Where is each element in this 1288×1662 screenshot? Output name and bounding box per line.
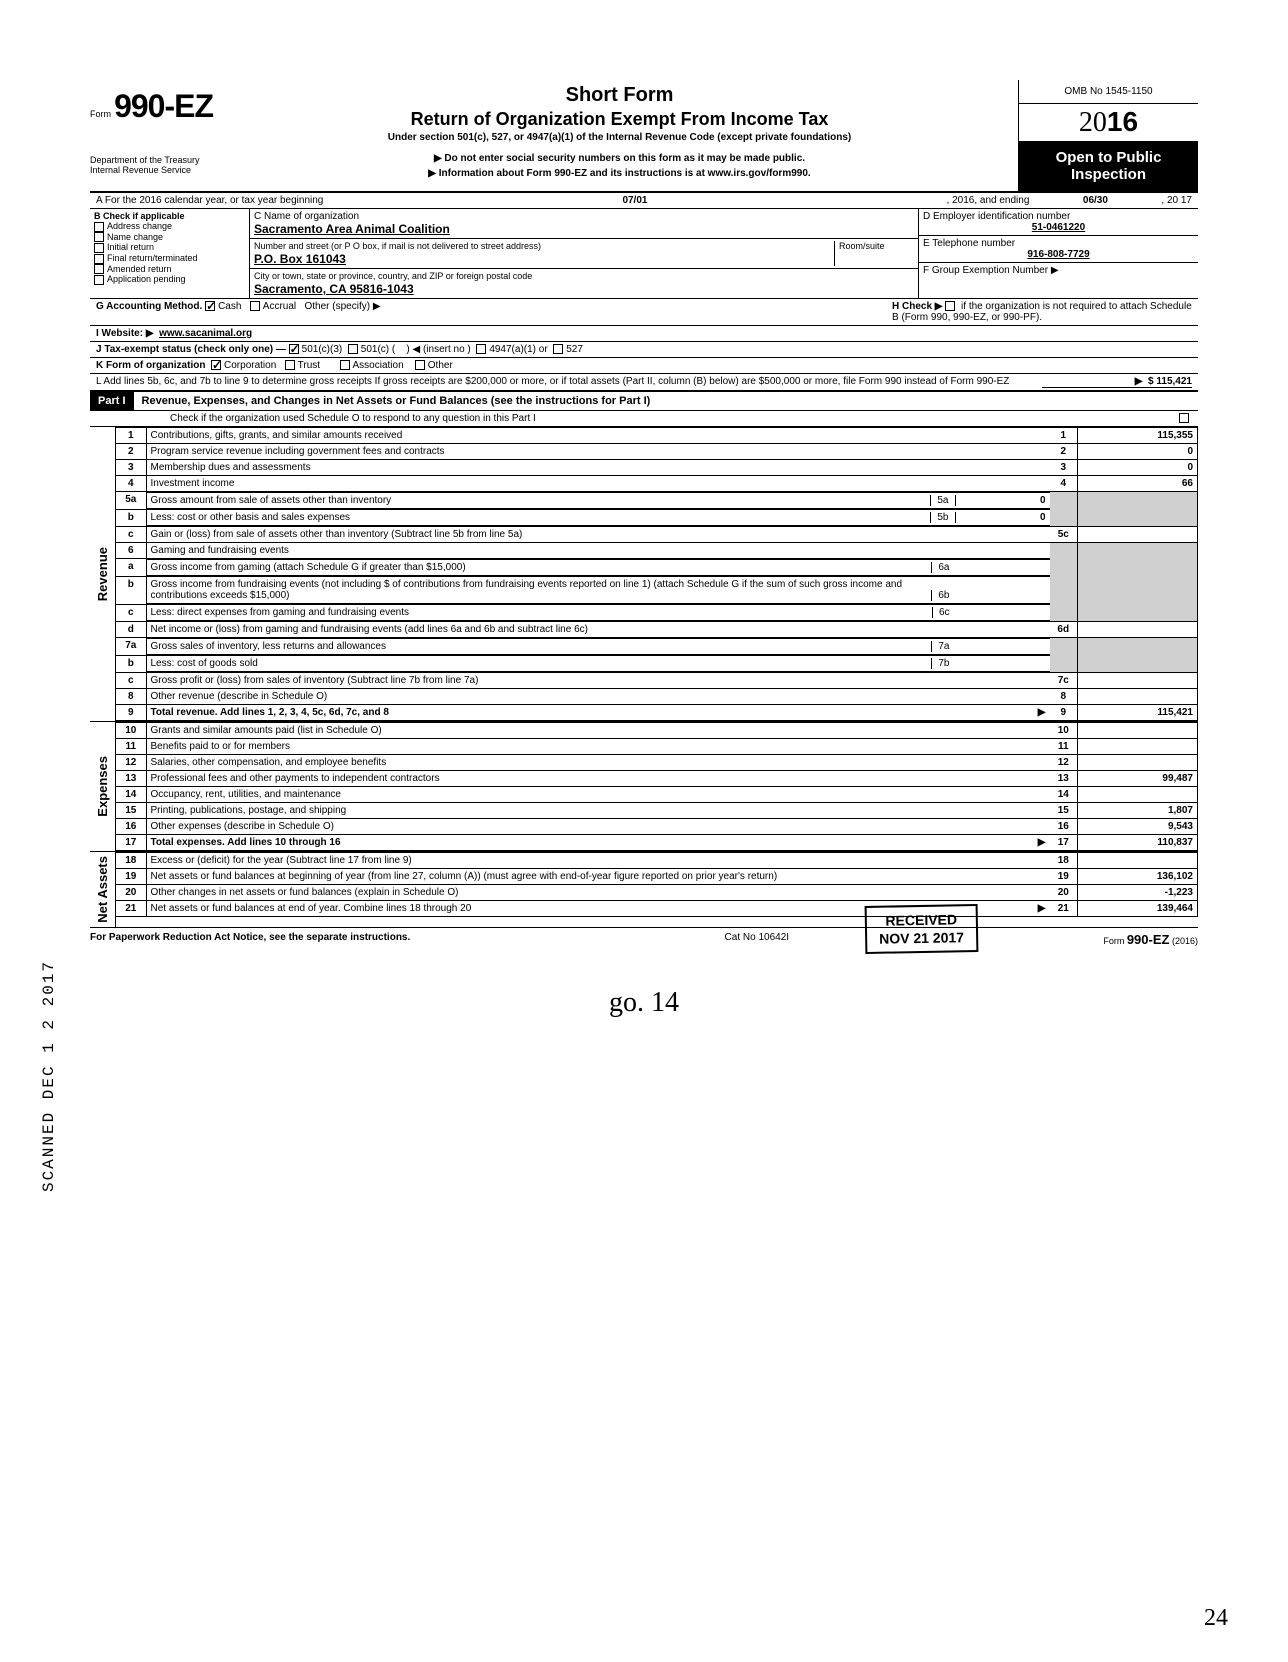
- revenue-section: Revenue 1Contributions, gifts, grants, a…: [90, 427, 1198, 722]
- chk-accrual[interactable]: [250, 301, 260, 311]
- net-assets-table: 18Excess or (deficit) for the year (Subt…: [116, 852, 1198, 917]
- phone: 916-808-7729: [923, 249, 1194, 260]
- chk-trust[interactable]: [285, 360, 295, 370]
- expenses-label: Expenses: [93, 752, 112, 821]
- form-number-box: Form 990-EZ Department of the Treasury I…: [90, 80, 221, 179]
- chk-schedule-o[interactable]: [1179, 413, 1189, 423]
- chk-schedule-b[interactable]: [945, 301, 955, 311]
- chk-final-return[interactable]: [94, 254, 104, 264]
- chk-amended[interactable]: [94, 264, 104, 274]
- dept-treasury: Department of the Treasury Internal Reve…: [90, 125, 213, 175]
- page-number: 24: [1204, 1605, 1228, 1632]
- chk-address-change[interactable]: [94, 222, 104, 232]
- net-assets-section: Net Assets 18Excess or (deficit) for the…: [90, 852, 1198, 928]
- org-city: Sacramento, CA 95816-1043: [254, 282, 414, 296]
- section-j-tax-status: J Tax-exempt status (check only one) — 5…: [90, 342, 1198, 358]
- short-form-label: Short Form: [231, 84, 1008, 107]
- chk-corporation[interactable]: [211, 360, 221, 370]
- section-a-period: A For the 2016 calendar year, or tax yea…: [90, 193, 1198, 209]
- scanned-stamp: SCANNED DEC 1 2 2017: [40, 960, 58, 1192]
- title-box: Short Form Return of Organization Exempt…: [221, 80, 1018, 183]
- chk-association[interactable]: [340, 360, 350, 370]
- section-d-e-f: D Employer identification number 51-0461…: [918, 209, 1198, 298]
- chk-4947[interactable]: [476, 344, 486, 354]
- chk-501c3[interactable]: [289, 344, 299, 354]
- open-public-badge: Open to Public Inspection: [1018, 141, 1198, 191]
- section-k-form-org: K Form of organization Corporation Trust…: [90, 358, 1198, 374]
- org-street: P.O. Box 161043: [254, 252, 346, 266]
- part-1-header: Part I Revenue, Expenses, and Changes in…: [90, 391, 1198, 411]
- chk-name-change[interactable]: [94, 232, 104, 242]
- info-line: Information about Form 990-EZ and its in…: [231, 168, 1008, 179]
- website: www.sacanimal.org: [159, 328, 252, 339]
- revenue-label: Revenue: [93, 543, 112, 605]
- right-meta: OMB No 1545-1150 2016 Open to Public Ins…: [1018, 80, 1198, 191]
- net-assets-label: Net Assets: [93, 852, 112, 927]
- tax-year: 2016: [1018, 104, 1198, 141]
- section-b-checkboxes: B Check if applicable Address change Nam…: [90, 209, 250, 298]
- part1-check-o: Check if the organization used Schedule …: [90, 411, 1198, 427]
- section-i-website: I Website: ▶ www.sacanimal.org: [90, 326, 1198, 342]
- section-c-org: C Name of organization Sacramento Area A…: [250, 209, 918, 298]
- received-stamp: RECEIVED NOV 21 2017: [865, 904, 979, 954]
- ssn-notice: Do not enter social security numbers on …: [231, 153, 1008, 164]
- ein: 51-0461220: [923, 222, 1194, 233]
- expenses-section: Expenses 10Grants and similar amounts pa…: [90, 722, 1198, 852]
- org-info-block: B Check if applicable Address change Nam…: [90, 209, 1198, 299]
- chk-501c[interactable]: [348, 344, 358, 354]
- subtitle: Under section 501(c), 527, or 4947(a)(1)…: [231, 132, 1008, 143]
- form-header: Form 990-EZ Department of the Treasury I…: [90, 80, 1198, 193]
- form-prefix: Form: [90, 109, 111, 119]
- chk-initial-return[interactable]: [94, 243, 104, 253]
- expenses-table: 10Grants and similar amounts paid (list …: [116, 722, 1198, 851]
- org-name: Sacramento Area Animal Coalition: [254, 222, 450, 236]
- chk-application-pending[interactable]: [94, 275, 104, 285]
- chk-527[interactable]: [553, 344, 563, 354]
- main-title: Return of Organization Exempt From Incom…: [231, 109, 1008, 130]
- page-footer: For Paperwork Reduction Act Notice, see …: [90, 928, 1198, 947]
- handwritten-note: go. 14: [90, 987, 1198, 1019]
- omb-number: OMB No 1545-1150: [1018, 80, 1198, 104]
- revenue-table: 1Contributions, gifts, grants, and simil…: [116, 427, 1198, 721]
- chk-cash[interactable]: [205, 301, 215, 311]
- section-g-h: G Accounting Method. Cash Accrual Other …: [90, 299, 1198, 326]
- gross-receipts: 115,421: [1156, 376, 1192, 387]
- form-number: 990-EZ: [114, 88, 213, 124]
- section-l-gross: L Add lines 5b, 6c, and 7b to line 9 to …: [90, 374, 1198, 391]
- chk-other-org[interactable]: [415, 360, 425, 370]
- form-ref: Form 990-EZ (2016): [1103, 932, 1198, 947]
